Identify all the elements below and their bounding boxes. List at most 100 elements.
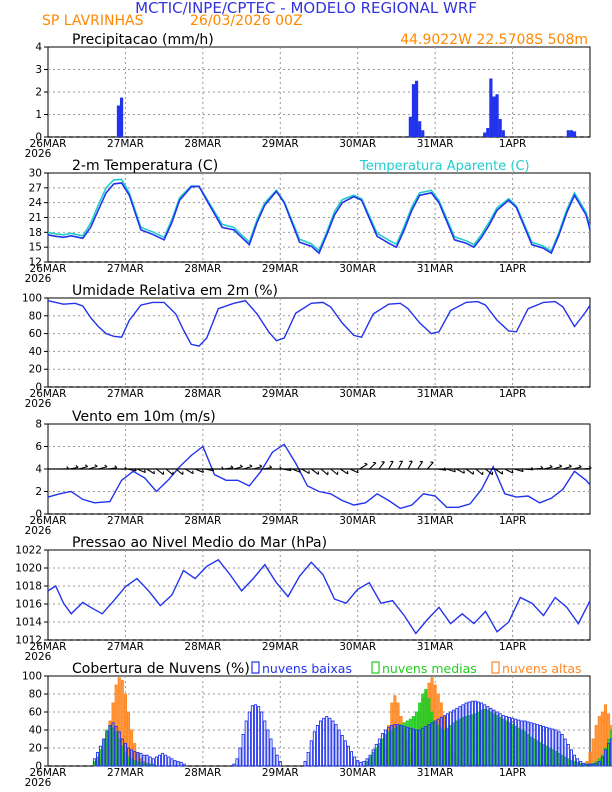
cloud-bar-nuvens-baixas [566, 743, 570, 767]
precip-bar [566, 130, 570, 137]
cloud-bar-nuvens-baixas [151, 758, 155, 767]
cloud-bar-nuvens-baixas [266, 729, 270, 767]
cloud-bar-nuvens-baixas [384, 729, 388, 767]
wind-barb-tip [521, 468, 524, 472]
x-tick-label: 28MAR [184, 641, 221, 653]
x-tick-label: 1APR [499, 138, 527, 150]
wind-barb-tip [279, 466, 282, 470]
wind-barb-tip [114, 465, 118, 469]
x-tick-label: 29MAR [262, 138, 299, 150]
x-tick-label: 1APR [499, 263, 527, 275]
wind-barb-tip [453, 468, 456, 473]
cloud-bar-nuvens-baixas [405, 726, 409, 767]
x-tick-label: 31MAR [417, 767, 454, 779]
precip-bar [119, 97, 124, 137]
wind-barb-tip [75, 465, 79, 468]
cloud-bar-nuvens-baixas [442, 715, 446, 767]
wind-barb [301, 468, 310, 475]
cloud-bar-nuvens-baixas [92, 758, 96, 767]
cloud-bar-nuvens-baixas [154, 756, 158, 767]
wind-barb [310, 468, 319, 475]
cloud-bar-nuvens-baixas [486, 706, 490, 767]
cloud-bar-nuvens-baixas [353, 756, 357, 767]
wind-barb [78, 466, 88, 470]
cloud-bar-nuvens-baixas [167, 756, 171, 767]
x-tick-label: 28MAR [184, 767, 221, 779]
y-tick-label: 100 [22, 293, 42, 305]
y-tick-label: 30 [29, 168, 42, 180]
cloud-bar-nuvens-baixas [105, 731, 109, 767]
cloud-bar-nuvens-baixas [365, 758, 369, 767]
wind-barb [156, 468, 164, 475]
cloud-bar-nuvens-baixas [520, 720, 524, 767]
cloud-bar-nuvens-baixas [445, 713, 450, 767]
cloud-bar-nuvens-baixas [504, 716, 508, 767]
wind-barb [291, 468, 301, 473]
cloud-bar-nuvens-baixas [591, 763, 595, 767]
cloud-bar-nuvens-baixas [161, 752, 165, 767]
x-tick-label: 26MAR [30, 767, 67, 779]
wind-barb [330, 468, 338, 476]
y-tick-label: 3 [35, 64, 42, 76]
cloud-bar-nuvens-baixas [408, 727, 412, 767]
cloud-bar-nuvens-baixas [390, 725, 394, 767]
x-tick-label: 30MAR [339, 388, 376, 400]
cloud-bar-nuvens-baixas [139, 752, 143, 767]
x-year-label: 2026 [25, 273, 52, 285]
legend-swatch [251, 661, 260, 674]
wind-barb-tip [364, 462, 368, 465]
header-coords: 44.9022W 22.5708S 508m [400, 32, 588, 48]
cloud-bar-nuvens-baixas [600, 756, 604, 767]
wind-barb [543, 466, 553, 470]
wind-barb [243, 465, 253, 470]
cloud-bar-nuvens-baixas [560, 734, 564, 767]
cloud-bar-nuvens-baixas [356, 760, 360, 767]
wind-barb-tip [211, 467, 215, 472]
x-tick-label: 31MAR [417, 138, 454, 150]
precip-bar [116, 105, 121, 137]
precip-bar [483, 132, 487, 137]
wind-barb [204, 468, 214, 472]
panel-frame [47, 549, 591, 641]
y-tick-label: 0 [35, 761, 42, 773]
x-tick-label: 27MAR [107, 263, 144, 275]
panel-title: Vento em 10m (m/s) [72, 409, 216, 425]
y-tick-label: 1016 [15, 599, 42, 611]
wind-barb [378, 461, 385, 470]
wind-barb [417, 461, 424, 470]
cloud-bar-nuvens-baixas [418, 729, 422, 767]
cloud-bar-nuvens-baixas [145, 754, 149, 767]
cloud-bar-nuvens-baixas [439, 716, 443, 767]
cloud-bar-nuvens-baixas [603, 749, 608, 767]
wind-barb [262, 466, 272, 470]
wind-barb-tip [221, 466, 224, 470]
cloud-bar-nuvens-baixas [399, 725, 403, 767]
wind-barb-tip [298, 469, 301, 473]
x-tick-label: 28MAR [184, 388, 221, 400]
cloud-bar-nuvens-baixas [582, 762, 586, 767]
cloud-bar-nuvens-baixas [250, 705, 254, 767]
cloud-bar-nuvens-baixas [257, 706, 261, 767]
cloud-bar-nuvens-baixas [148, 756, 152, 767]
wind-barb [446, 468, 456, 473]
cloud-bar-nuvens-baixas [464, 702, 468, 767]
cloud-bar-nuvens-baixas [579, 761, 583, 767]
x-tick-label: 26MAR [30, 515, 67, 527]
cloud-bar-nuvens-baixas [424, 725, 428, 767]
wind-barb [253, 466, 263, 470]
panel-frame [47, 297, 591, 388]
x-tick-label: 30MAR [339, 641, 376, 653]
cloud-bar-nuvens-baixas [346, 745, 350, 767]
cloud-bar-nuvens-baixas [269, 738, 273, 767]
wind-barb-tip [559, 464, 563, 467]
cloud-bar-nuvens-baixas [362, 761, 366, 767]
legend-apparent-temp: Temperatura Aparente (C) [359, 159, 530, 174]
cloud-bar-nuvens-baixas [415, 729, 419, 767]
cloud-bar-nuvens-baixas [554, 729, 558, 767]
wind-barb-tip [230, 465, 234, 469]
precip-bar [495, 94, 499, 137]
wind-barb-tip [84, 464, 88, 468]
x-tick-label: 26MAR [30, 388, 67, 400]
cloud-bar-nuvens-baixas [164, 754, 168, 767]
cloud-bar-nuvens-baixas [483, 704, 487, 767]
